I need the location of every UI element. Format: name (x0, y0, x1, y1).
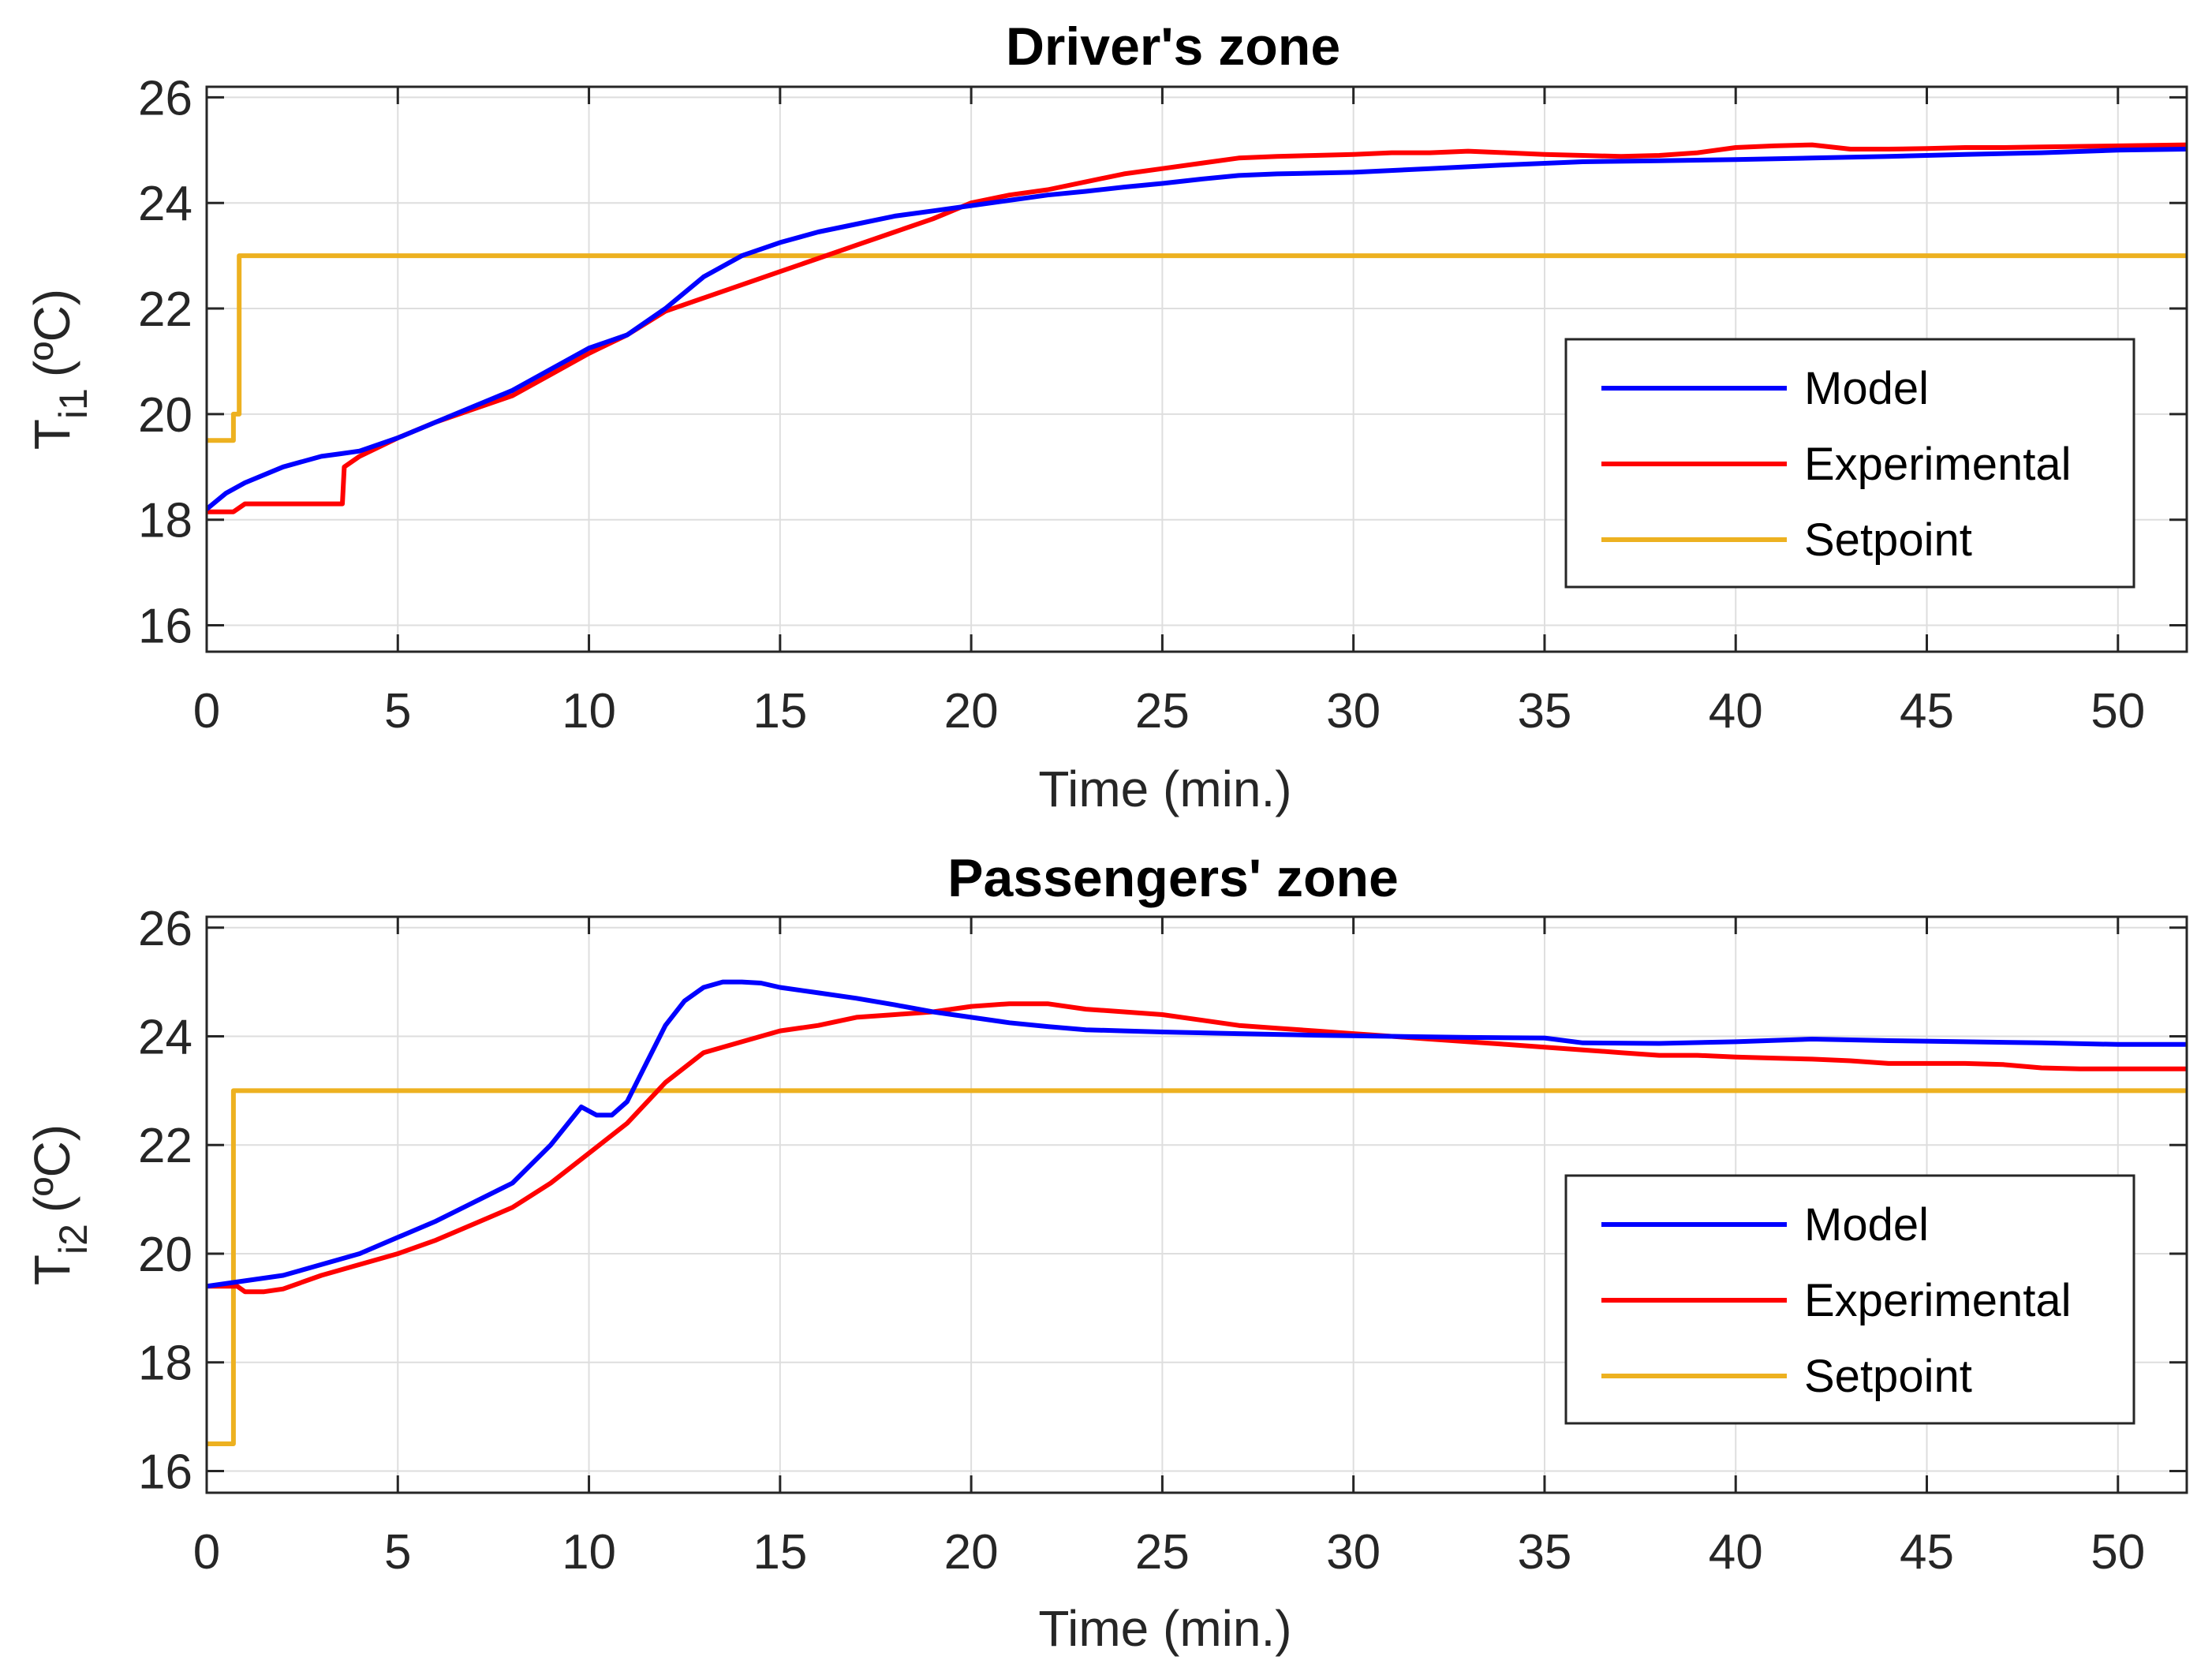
legend-label-experimental: Experimental (1804, 1275, 2071, 1326)
y-tick-label: 26 (138, 71, 192, 125)
chart-title: Passengers' zone (947, 848, 1399, 908)
axes-frame (205, 85, 2188, 653)
x-tick-label: 5 (384, 684, 411, 738)
y-tick-label: 22 (138, 1119, 192, 1173)
x-tick-label: 50 (2091, 684, 2145, 738)
chart-drivers-zone: 0 5 10 15 20 25 30 35 40 45 50 16 18 20 22 24 26 Driver's… (24, 17, 2188, 817)
y-axis-label-unit: (ºC) (24, 1124, 80, 1213)
x-tick-label: 40 (1709, 684, 1763, 738)
y-tick-label: 16 (138, 600, 192, 654)
series-group (207, 142, 2187, 514)
series-line-model (207, 979, 2187, 1289)
y-tick-label: 22 (138, 282, 192, 337)
x-tick-label: 25 (1135, 1525, 1190, 1580)
legend-label-experimental: Experimental (1804, 439, 2071, 490)
x-tick-label: 15 (753, 1525, 807, 1580)
x-axis-label: Time (min.) (1038, 761, 1291, 817)
x-tick-label: 15 (753, 684, 807, 738)
y-axis-label-subscript: i1 (51, 388, 95, 419)
legend-label-model: Model (1804, 1199, 1929, 1251)
y-axis-label: Ti1 (ºC) (24, 289, 95, 450)
x-tick-label: 20 (944, 1525, 999, 1580)
x-tick-label: 5 (384, 1525, 411, 1580)
axes-frame (205, 915, 2188, 1494)
series-line-model (207, 147, 2187, 511)
x-tick-label: 10 (562, 684, 616, 738)
y-axis-label-unit: (ºC) (24, 289, 80, 377)
x-tick-label: 30 (1326, 684, 1381, 738)
x-tick-label: 0 (193, 684, 220, 738)
legend: Model Experimental Setpoint (1564, 338, 2135, 589)
legend-label-model: Model (1804, 363, 1929, 414)
y-tick-label: 26 (138, 902, 192, 956)
x-tick-label: 10 (562, 1525, 616, 1580)
y-axis-label: Ti2 (ºC) (24, 1124, 95, 1285)
x-tick-label: 45 (1900, 684, 1954, 738)
y-axis-label-symbol: T (24, 1254, 80, 1285)
x-tick-label: 20 (944, 684, 999, 738)
x-tick-label: 40 (1709, 1525, 1763, 1580)
chart-passengers-zone: 0 5 10 15 20 25 30 35 40 45 50 16 18 20 22 24 26 Passenge… (24, 848, 2188, 1657)
legend-label-setpoint: Setpoint (1804, 1351, 1972, 1402)
y-tick-label: 20 (138, 388, 192, 443)
legend-label-setpoint: Setpoint (1804, 514, 1972, 566)
y-tick-label: 24 (138, 1011, 192, 1065)
series-line-setpoint (207, 1088, 2187, 1446)
chart-title: Driver's zone (1006, 17, 1340, 77)
y-tick-label: 24 (138, 177, 192, 231)
x-tick-label: 30 (1326, 1525, 1381, 1580)
series-group (207, 979, 2187, 1446)
y-tick-label: 18 (138, 1337, 192, 1391)
x-tick-label: 35 (1517, 1525, 1571, 1580)
x-tick-label: 0 (193, 1525, 220, 1580)
x-tick-label: 25 (1135, 684, 1190, 738)
x-tick-label: 35 (1517, 684, 1571, 738)
y-axis-label-symbol: T (24, 419, 80, 450)
x-axis-label: Time (min.) (1038, 1600, 1291, 1657)
y-tick-label: 18 (138, 494, 192, 548)
x-tick-label: 45 (1900, 1525, 1954, 1580)
y-axis-label-subscript: i2 (51, 1224, 95, 1254)
series-line-experimental (207, 1001, 2187, 1295)
series-line-setpoint (207, 253, 2187, 443)
y-tick-label: 20 (138, 1228, 192, 1282)
y-tick-label: 16 (138, 1445, 192, 1499)
x-tick-label: 50 (2091, 1525, 2145, 1580)
legend: Model Experimental Setpoint (1564, 1174, 2135, 1425)
